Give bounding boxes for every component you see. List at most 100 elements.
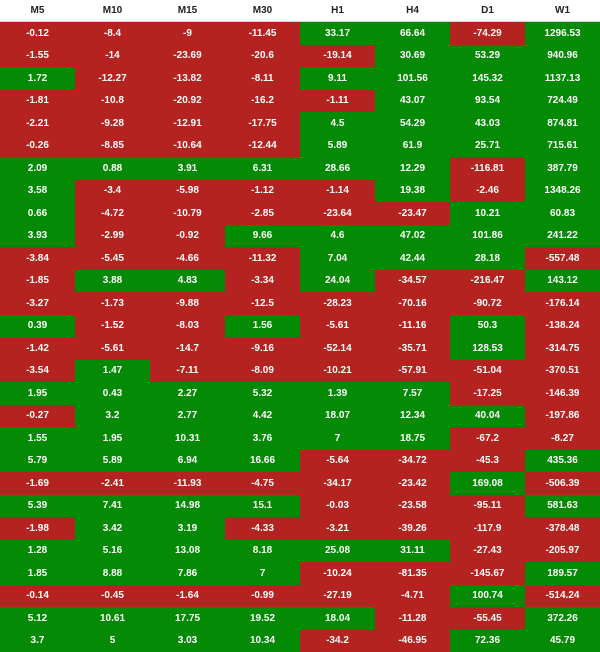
cell-h1: 4.5 xyxy=(300,112,375,135)
cell-d1: 53.29 xyxy=(450,45,525,68)
cell-m10: -14 xyxy=(75,45,150,68)
cell-h1: -3.21 xyxy=(300,517,375,540)
cell-d1: 25.71 xyxy=(450,135,525,158)
cell-m10: 3.2 xyxy=(75,405,150,428)
cell-h1: 5.89 xyxy=(300,135,375,158)
cell-d1: 40.04 xyxy=(450,405,525,428)
cell-m30: 15.1 xyxy=(225,495,300,518)
cell-h1: -34.2 xyxy=(300,630,375,652)
cell-h1: 24.04 xyxy=(300,270,375,293)
cell-m15: 2.77 xyxy=(150,405,225,428)
cell-m5: 5.12 xyxy=(0,607,75,630)
cell-w1: -205.97 xyxy=(525,540,600,563)
column-header-w1[interactable]: W1 xyxy=(525,0,600,22)
cell-d1: -145.67 xyxy=(450,562,525,585)
cell-m10: 5.16 xyxy=(75,540,150,563)
cell-m10: -2.99 xyxy=(75,225,150,248)
cell-m30: -3.34 xyxy=(225,270,300,293)
cell-m30: 6.31 xyxy=(225,157,300,180)
cell-m30: -8.11 xyxy=(225,67,300,90)
cell-m5: -1.98 xyxy=(0,517,75,540)
cell-h4: 12.29 xyxy=(375,157,450,180)
cell-d1: 101.86 xyxy=(450,225,525,248)
cell-m15: -14.7 xyxy=(150,337,225,360)
cell-m30: 16.66 xyxy=(225,450,300,473)
cell-h1: 7 xyxy=(300,427,375,450)
cell-h4: 61.9 xyxy=(375,135,450,158)
cell-d1: -27.43 xyxy=(450,540,525,563)
column-header-m15[interactable]: M15 xyxy=(150,0,225,22)
cell-m10: -2.41 xyxy=(75,472,150,495)
cell-m10: -4.72 xyxy=(75,202,150,225)
cell-h1: -1.11 xyxy=(300,90,375,113)
cell-m5: -1.81 xyxy=(0,90,75,113)
cell-w1: -138.24 xyxy=(525,315,600,338)
cell-m10: -1.73 xyxy=(75,292,150,315)
cell-m30: 19.52 xyxy=(225,607,300,630)
cell-m30: -1.12 xyxy=(225,180,300,203)
cell-m15: 10.31 xyxy=(150,427,225,450)
cell-h1: -5.64 xyxy=(300,450,375,473)
cell-m30: -12.5 xyxy=(225,292,300,315)
cell-d1: -74.29 xyxy=(450,22,525,45)
cell-w1: -197.86 xyxy=(525,405,600,428)
column-header-m30[interactable]: M30 xyxy=(225,0,300,22)
cell-m10: 7.41 xyxy=(75,495,150,518)
cell-h4: 7.57 xyxy=(375,382,450,405)
column-header-h1[interactable]: H1 xyxy=(300,0,375,22)
cell-w1: 435.36 xyxy=(525,450,600,473)
cell-m5: 3.58 xyxy=(0,180,75,203)
cell-h1: 4.6 xyxy=(300,225,375,248)
cell-w1: -557.48 xyxy=(525,247,600,270)
cell-d1: -95.11 xyxy=(450,495,525,518)
cell-d1: 10.21 xyxy=(450,202,525,225)
cell-m15: 3.91 xyxy=(150,157,225,180)
cell-h1: -23.64 xyxy=(300,202,375,225)
cell-h4: 42.44 xyxy=(375,247,450,270)
cell-m10: -0.45 xyxy=(75,585,150,608)
cell-m10: -8.85 xyxy=(75,135,150,158)
cell-m30: 4.42 xyxy=(225,405,300,428)
cell-m10: 3.42 xyxy=(75,517,150,540)
cell-d1: 50.3 xyxy=(450,315,525,338)
cell-d1: 128.53 xyxy=(450,337,525,360)
cell-m5: 0.66 xyxy=(0,202,75,225)
cell-m30: -20.6 xyxy=(225,45,300,68)
cell-h1: 18.04 xyxy=(300,607,375,630)
cell-m15: 14.98 xyxy=(150,495,225,518)
column-header-m10[interactable]: M10 xyxy=(75,0,150,22)
cell-m15: -23.69 xyxy=(150,45,225,68)
cell-m30: -11.32 xyxy=(225,247,300,270)
cell-w1: -314.75 xyxy=(525,337,600,360)
cell-w1: -514.24 xyxy=(525,585,600,608)
cell-d1: 100.74 xyxy=(450,585,525,608)
cell-m10: -8.4 xyxy=(75,22,150,45)
cell-h4: -57.91 xyxy=(375,360,450,383)
cell-m15: 4.83 xyxy=(150,270,225,293)
cell-m30: -8.09 xyxy=(225,360,300,383)
cell-m5: 1.28 xyxy=(0,540,75,563)
column-header-h4[interactable]: H4 xyxy=(375,0,450,22)
cell-m15: -5.98 xyxy=(150,180,225,203)
column-header-d1[interactable]: D1 xyxy=(450,0,525,22)
cell-d1: -17.25 xyxy=(450,382,525,405)
cell-d1: 28.18 xyxy=(450,247,525,270)
cell-m30: -2.85 xyxy=(225,202,300,225)
cell-w1: 940.96 xyxy=(525,45,600,68)
column-header-m5[interactable]: M5 xyxy=(0,0,75,22)
cell-w1: 60.83 xyxy=(525,202,600,225)
cell-m5: -0.12 xyxy=(0,22,75,45)
cell-m5: 1.55 xyxy=(0,427,75,450)
cell-d1: 169.08 xyxy=(450,472,525,495)
cell-m15: 2.27 xyxy=(150,382,225,405)
cell-w1: 1296.53 xyxy=(525,22,600,45)
cell-m15: -11.93 xyxy=(150,472,225,495)
cell-w1: 1348.26 xyxy=(525,180,600,203)
cell-m15: -9 xyxy=(150,22,225,45)
